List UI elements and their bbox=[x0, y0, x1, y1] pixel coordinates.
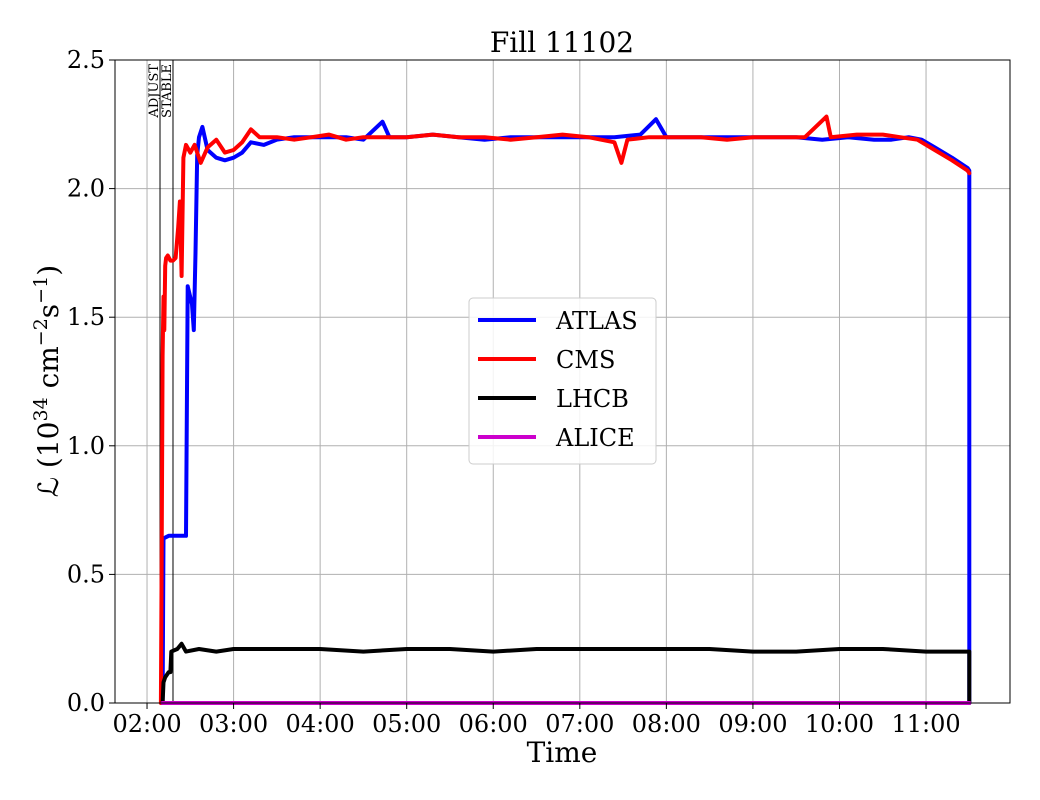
legend-box bbox=[468, 297, 657, 465]
y-axis-label-mid2: s bbox=[32, 304, 65, 318]
y-tick-label: 0.0 bbox=[67, 689, 105, 717]
legend-label-alice: ALICE bbox=[555, 424, 635, 452]
phase-marker-label: ADJUST bbox=[147, 64, 162, 119]
plot-frame bbox=[114, 59, 1011, 704]
series-line-lhcb bbox=[160, 641, 972, 705]
x-tick-label: 06:00 bbox=[459, 710, 528, 738]
y-axis-label-suffix: ) bbox=[32, 265, 65, 276]
x-tick-label: 07:00 bbox=[545, 710, 614, 738]
y-tick-label: 2.5 bbox=[67, 46, 105, 74]
x-tick-label: 10:00 bbox=[805, 710, 874, 738]
y-tick-label: 1.5 bbox=[67, 303, 105, 331]
x-tick-label: 04:00 bbox=[286, 710, 355, 738]
axis-ticks: 02:00 03:00 04:00 05:00 06:00 07:00 08:00 09:00… bbox=[67, 46, 961, 738]
y-axis-label-prefix: ℒ (10 bbox=[32, 422, 65, 498]
y-axis-label: ℒ (1034 cm−2s−1) bbox=[30, 265, 65, 497]
legend-label-atlas: ATLAS bbox=[555, 307, 638, 335]
y-axis-label-exp2: −2 bbox=[30, 318, 52, 346]
x-axis-label: Time bbox=[527, 736, 598, 769]
y-tick-label: 2.0 bbox=[67, 175, 105, 203]
x-tick-label: 08:00 bbox=[632, 710, 701, 738]
x-tick-label: 11:00 bbox=[891, 710, 960, 738]
x-tick-label: 03:00 bbox=[199, 710, 268, 738]
chart-title: Fill 11102 bbox=[490, 26, 634, 59]
y-axis-label-exp3: −1 bbox=[30, 276, 52, 304]
y-tick-label: 1.0 bbox=[67, 432, 105, 460]
legend-label-lhcb: LHCB bbox=[556, 385, 629, 413]
y-axis-label-exp1: 34 bbox=[30, 397, 52, 421]
y-tick-label: 0.5 bbox=[67, 560, 105, 588]
series-line-cms bbox=[158, 114, 972, 705]
y-axis-label-mid1: cm bbox=[32, 346, 65, 397]
x-tick-label: 09:00 bbox=[718, 710, 787, 738]
phase-marker-label: STABLE bbox=[160, 64, 175, 118]
x-tick-label: 05:00 bbox=[372, 710, 441, 738]
legend-label-cms: CMS bbox=[556, 346, 615, 374]
x-tick-label: 02:00 bbox=[112, 710, 181, 738]
legend: ATLAS CMS LHCB ALICE bbox=[468, 297, 657, 465]
